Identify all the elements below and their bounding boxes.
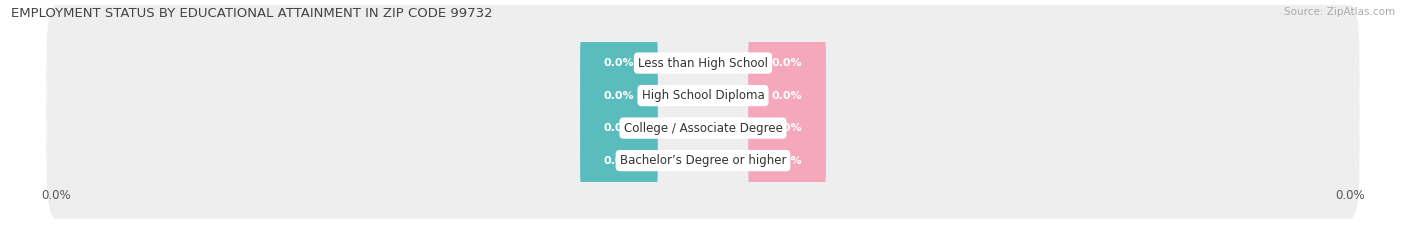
Text: 0.0%: 0.0%	[603, 123, 634, 133]
Text: 0.0%: 0.0%	[772, 123, 803, 133]
Text: 0.0%: 0.0%	[603, 91, 634, 101]
FancyBboxPatch shape	[581, 21, 658, 105]
FancyBboxPatch shape	[748, 119, 825, 202]
FancyBboxPatch shape	[46, 103, 1360, 219]
Text: Bachelor’s Degree or higher: Bachelor’s Degree or higher	[620, 154, 786, 167]
FancyBboxPatch shape	[46, 5, 1360, 121]
FancyBboxPatch shape	[748, 54, 825, 137]
Text: 0.0%: 0.0%	[772, 58, 803, 68]
FancyBboxPatch shape	[46, 70, 1360, 186]
Text: 0.0%: 0.0%	[772, 91, 803, 101]
FancyBboxPatch shape	[748, 86, 825, 170]
Legend: In Labor Force, Unemployed: In Labor Force, Unemployed	[598, 230, 808, 233]
Text: College / Associate Degree: College / Associate Degree	[624, 122, 782, 135]
FancyBboxPatch shape	[581, 54, 658, 137]
FancyBboxPatch shape	[581, 86, 658, 170]
Text: Source: ZipAtlas.com: Source: ZipAtlas.com	[1284, 7, 1395, 17]
Text: 0.0%: 0.0%	[772, 156, 803, 166]
Text: EMPLOYMENT STATUS BY EDUCATIONAL ATTAINMENT IN ZIP CODE 99732: EMPLOYMENT STATUS BY EDUCATIONAL ATTAINM…	[11, 7, 494, 20]
Text: 0.0%: 0.0%	[603, 156, 634, 166]
FancyBboxPatch shape	[748, 21, 825, 105]
Text: Less than High School: Less than High School	[638, 57, 768, 70]
FancyBboxPatch shape	[46, 37, 1360, 154]
FancyBboxPatch shape	[581, 119, 658, 202]
Text: High School Diploma: High School Diploma	[641, 89, 765, 102]
Text: 0.0%: 0.0%	[603, 58, 634, 68]
